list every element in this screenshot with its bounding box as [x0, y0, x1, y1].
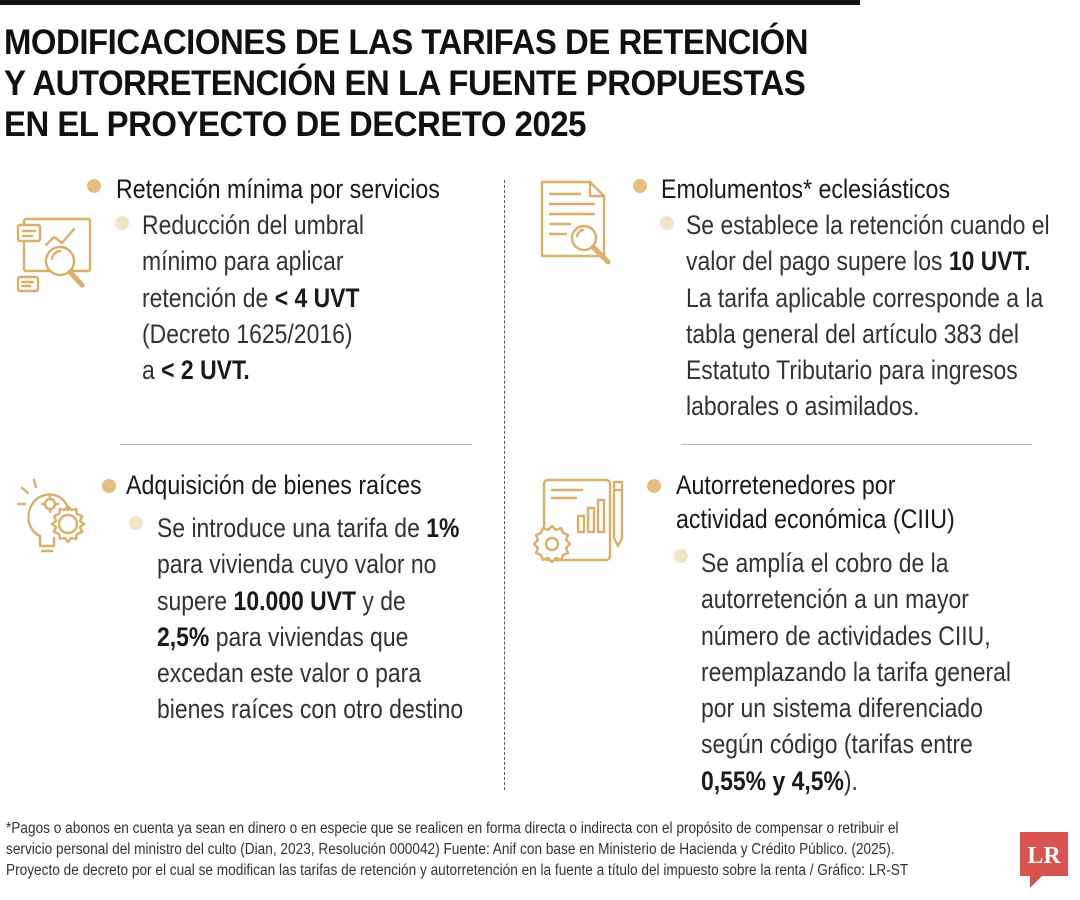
text-fragment: Se introduce una tarifa de: [157, 513, 427, 543]
text-line: mínimo para aplicar: [142, 246, 344, 277]
text-line: 2,5% para viviendas que: [157, 619, 463, 655]
heading-line: Autorretenedores por: [676, 470, 896, 500]
bullet: [633, 179, 647, 193]
text-line: reemplazando la tarifa general: [701, 656, 1012, 687]
lr-logo: LR: [1020, 832, 1068, 888]
vertical-divider: [504, 180, 505, 790]
text-line: Se amplía el cobro de la: [701, 548, 949, 578]
footnote-line: Proyecto de decreto por el cual se modif…: [6, 862, 909, 879]
section-body-bienes: Se introduce una tarifa de 1% para vivie…: [157, 510, 463, 728]
text-line: por un sistema diferenciado: [701, 693, 983, 724]
title-line-1: MODIFICACIONES DE LAS TARIFAS DE RETENCI…: [4, 23, 809, 62]
text-line: 0,55% y 4,5%).: [701, 763, 1011, 799]
logo-text: LR: [1027, 843, 1061, 869]
text-line: según código (tarifas entre: [701, 729, 973, 760]
report-gear-icon: [532, 478, 624, 564]
analytics-magnifier-icon: [16, 217, 92, 293]
section-heading-emolumentos: Emolumentos* eclesiásticos: [661, 174, 951, 204]
horizontal-divider-right: [681, 444, 1032, 445]
horizontal-divider-left: [120, 444, 472, 445]
text-line: a < 2 UVT.: [142, 352, 364, 388]
text-fragment: a: [142, 355, 162, 386]
section-heading-bienes: Adquisición de bienes raíces: [126, 470, 422, 500]
sub-bullet: [115, 216, 129, 230]
section-body-emolumentos: Se establece la retención cuando el valo…: [686, 207, 1050, 425]
section-heading-autorretenedores: Autorretenedores por actividad económica…: [676, 468, 955, 536]
sub-bullet: [129, 516, 143, 530]
text-line: supere 10.000 UVT y de: [157, 583, 463, 619]
sub-bullet: [660, 216, 674, 230]
highlight-value: 1%: [426, 513, 460, 543]
title-line-3: EN EL PROYECTO DE DECRETO 2025: [4, 105, 586, 144]
text-line: Estatuto Tributario para ingresos: [686, 355, 1018, 386]
section-body-autorretenedores: Se amplía el cobro de la autorretención …: [701, 545, 1011, 799]
text-fragment: supere: [157, 585, 234, 616]
text-fragment: valor del pago supere los: [686, 246, 949, 277]
text-line: (Decreto 1625/2016): [142, 318, 353, 349]
text-line: laborales o asimilados.: [686, 391, 920, 422]
sub-bullet: [674, 549, 688, 563]
highlight-value: 0,55% y 4,5%: [701, 765, 844, 796]
footnote-line: *Pagos o abonos en cuenta ya sean en din…: [6, 820, 899, 837]
text-line: tabla general del artículo 383 del: [686, 318, 1020, 349]
text-line: retención de < 4 UVT: [142, 280, 364, 316]
text-line: Reducción del umbral: [142, 210, 364, 240]
footnote-line: servicio personal del ministro del culto…: [6, 841, 895, 858]
idea-gear-icon: [16, 478, 86, 553]
text-line: La tarifa aplicable corresponde a la: [686, 282, 1044, 313]
text-line: Se introduce una tarifa de 1%: [157, 510, 463, 546]
highlight-value: 10 UVT.: [948, 246, 1031, 277]
text-fragment: retención de: [142, 282, 275, 313]
footnote: *Pagos o abonos en cuenta ya sean en din…: [6, 818, 1000, 881]
section-body-retencion: Reducción del umbral mínimo para aplicar…: [142, 207, 364, 388]
heading-line: actividad económica (CIIU): [676, 504, 955, 534]
text-fragment: y de: [356, 585, 406, 616]
text-fragment: para viviendas que: [209, 621, 409, 652]
page-title: MODIFICACIONES DE LAS TARIFAS DE RETENCI…: [4, 22, 831, 145]
text-fragment: ).: [843, 765, 858, 796]
text-line: autorretención a un mayor: [701, 584, 969, 615]
text-line: Se establece la retención cuando el: [686, 210, 1050, 240]
title-line-2: Y AUTORRETENCIÓN EN LA FUENTE PROPUESTAS: [4, 64, 806, 103]
top-rule: [0, 0, 860, 5]
highlight-value: < 4 UVT: [274, 282, 360, 313]
highlight-value: 2,5%: [157, 621, 210, 652]
text-line: bienes raíces con otro destino: [157, 694, 464, 725]
section-heading-retencion: Retención mínima por servicios: [116, 174, 440, 204]
highlight-value: 10.000 UVT: [233, 585, 357, 616]
bullet: [87, 179, 101, 193]
bullet: [102, 479, 116, 493]
document-search-icon: [540, 180, 611, 265]
text-line: número de actividades CIIU,: [701, 620, 991, 651]
bullet: [647, 479, 661, 493]
highlight-value: < 2 UVT.: [161, 355, 250, 386]
text-line: para vivienda cuyo valor no: [157, 549, 437, 580]
text-line: excedan este valor o para: [157, 658, 422, 689]
text-line: valor del pago supere los 10 UVT.: [686, 243, 1050, 279]
